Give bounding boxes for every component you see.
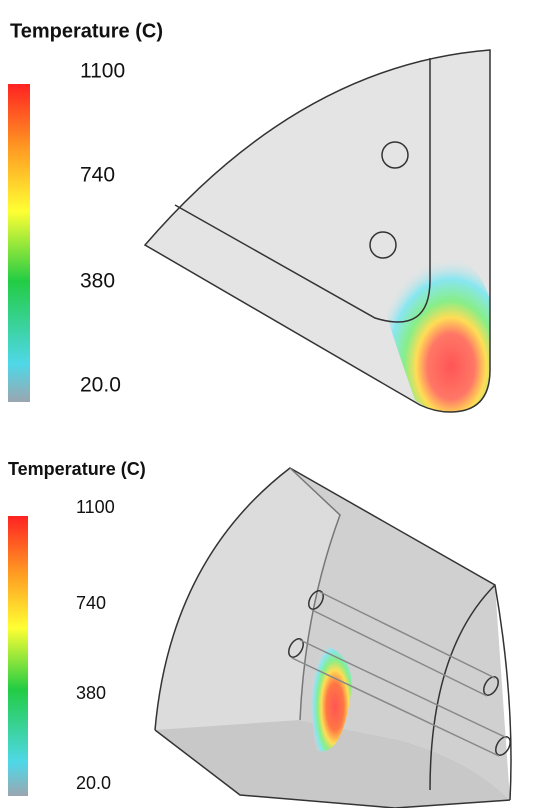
colorbar-label: 20.0 <box>80 374 121 397</box>
colorbar-label: 20.0 <box>76 773 111 793</box>
colorbar-label: 380 <box>80 270 115 293</box>
colorbar <box>8 84 30 402</box>
panel-bottom: Temperature (C) 1100 740 380 20.0 <box>8 459 513 808</box>
panel-top: Temperature (C) 1100 740 380 20.0 <box>8 20 490 412</box>
panel-title: Temperature (C) <box>8 459 146 479</box>
colorbar <box>8 516 28 796</box>
panel-title: Temperature (C) <box>10 20 163 42</box>
colorbar-label: 740 <box>80 164 115 187</box>
figure: Temperature (C) 1100 740 380 20.0 Temper… <box>0 0 533 808</box>
colorbar-label: 380 <box>76 683 106 703</box>
colorbar-label: 740 <box>76 593 106 613</box>
colorbar-label: 1100 <box>80 60 125 83</box>
colorbar-label: 1100 <box>76 497 115 517</box>
